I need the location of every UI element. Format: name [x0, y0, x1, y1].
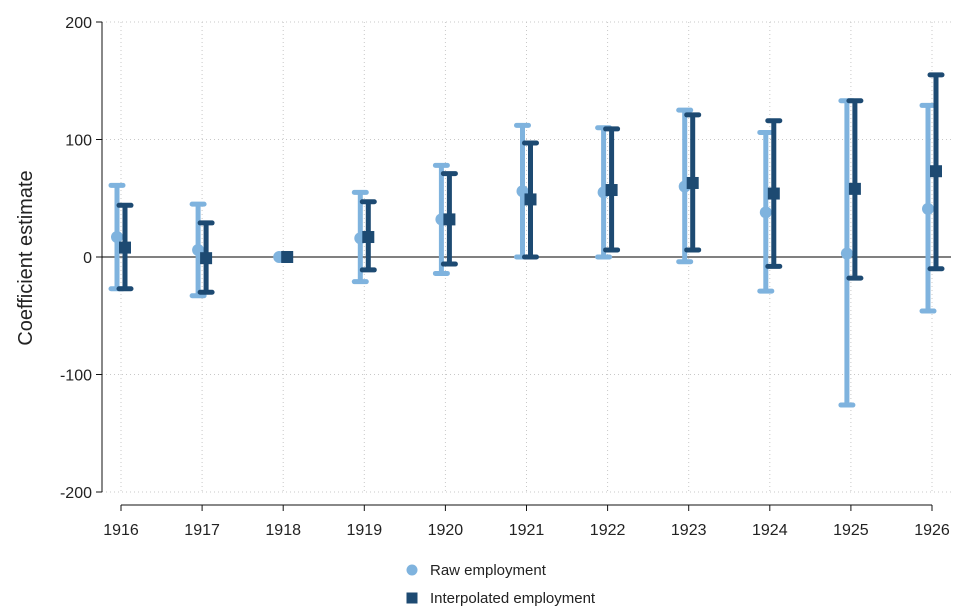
y-tick-label: 0 [83, 250, 92, 267]
point-estimate-square [767, 187, 780, 200]
point-estimate-square [200, 252, 213, 265]
point-estimate-square [930, 165, 942, 178]
y-tick-label: -200 [60, 485, 92, 502]
point-estimate-circle [111, 231, 123, 244]
x-tick-label: 1924 [752, 522, 788, 539]
point-estimate-square [443, 213, 456, 226]
x-tick-label: 1926 [914, 522, 950, 539]
point-estimate-circle [922, 202, 934, 215]
point-estimate-circle [840, 247, 853, 260]
y-tick-label: 100 [65, 133, 92, 150]
point-estimate-square [362, 231, 375, 244]
point-estimate-square [524, 193, 537, 206]
x-tick-label: 1923 [671, 522, 707, 539]
legend-square-marker [406, 592, 418, 604]
x-tick-label: 1917 [184, 522, 220, 539]
point-estimate-square [848, 182, 861, 195]
point-estimate-square [605, 184, 618, 197]
legend-label: Raw employment [430, 562, 547, 579]
series-raw [108, 98, 937, 408]
series-interpolated [116, 72, 945, 295]
x-tick-label: 1925 [833, 522, 869, 539]
y-axis-title: Coefficient estimate [15, 170, 37, 345]
point-estimate-circle [759, 206, 772, 219]
legend-label: Interpolated employment [430, 590, 596, 607]
legend: Raw employment Interpolated employment [406, 562, 596, 607]
legend-circle-marker [406, 564, 418, 576]
y-tick-label: 200 [65, 15, 92, 32]
point-estimate-square [281, 251, 294, 263]
x-tick-label: 1916 [103, 522, 139, 539]
x-tick-label: 1918 [265, 522, 301, 539]
point-estimate-square [119, 241, 131, 254]
y-tick-label: -100 [60, 368, 92, 385]
axis-layer: 200 100 0 -100 -200 1916 1917 1918 1919 1920 1921 1… [60, 15, 951, 539]
x-tick-label: 1919 [347, 522, 383, 539]
x-tick-label: 1922 [590, 522, 626, 539]
point-estimate-square [686, 176, 699, 189]
marks-layer [108, 72, 945, 408]
x-tick-label: 1920 [428, 522, 464, 539]
x-tick-label: 1921 [509, 522, 545, 539]
